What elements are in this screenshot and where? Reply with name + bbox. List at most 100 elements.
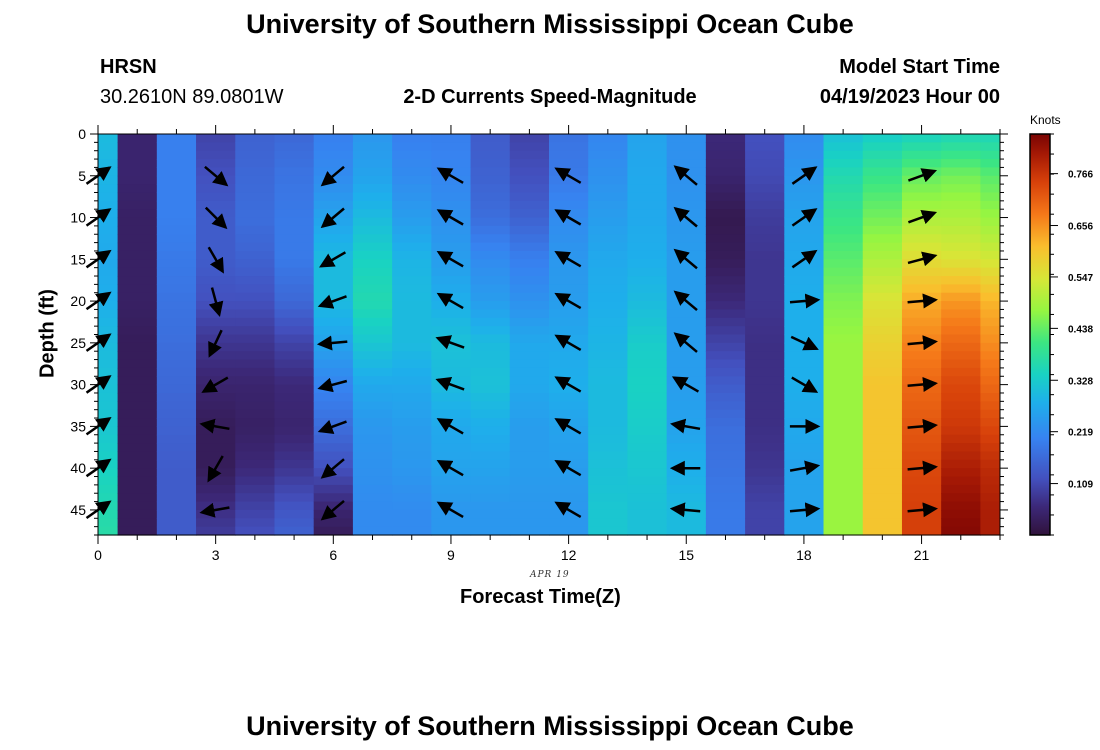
heatmap-cell <box>980 317 1001 327</box>
heatmap-cell <box>705 234 746 244</box>
heatmap-cell <box>313 518 354 528</box>
heatmap-cell <box>509 259 550 269</box>
x-axis-date-label: APR 19 <box>530 570 570 580</box>
heatmap-cell <box>196 234 236 244</box>
heatmap-cell <box>705 284 746 294</box>
heatmap-cell <box>862 359 903 369</box>
heatmap-cell <box>941 484 981 494</box>
heatmap-cell <box>627 150 668 160</box>
heatmap-cell <box>274 292 315 302</box>
heatmap-cell <box>588 225 629 235</box>
heatmap-cell <box>901 451 942 461</box>
heatmap-cell <box>980 526 1001 536</box>
heatmap-cell <box>901 434 942 444</box>
y-tick-label: 10 <box>70 210 86 226</box>
heatmap-cell <box>627 451 668 461</box>
heatmap-cell <box>156 284 197 294</box>
heatmap-cell <box>980 225 1001 235</box>
heatmap-cell <box>156 493 197 503</box>
heatmap-cell <box>549 184 589 194</box>
current-vector-arrow <box>554 501 582 518</box>
heatmap-cell <box>117 509 158 519</box>
heatmap-cell <box>509 384 550 394</box>
heatmap-cell <box>901 484 942 494</box>
heatmap-cell <box>352 175 393 185</box>
heatmap-cell <box>784 234 825 244</box>
heatmap-cell <box>862 426 903 436</box>
heatmap-cell <box>980 217 1001 227</box>
heatmap-cell <box>745 259 785 269</box>
heatmap-cell <box>196 159 236 169</box>
heatmap-cell <box>784 401 825 411</box>
heatmap-cell <box>588 234 629 244</box>
heatmap-cell <box>745 434 785 444</box>
heatmap-cell <box>549 526 589 536</box>
x-tick-label: 21 <box>914 547 930 563</box>
heatmap-cell <box>352 209 393 219</box>
heatmap-cell <box>274 192 315 202</box>
heatmap-cell <box>392 326 432 336</box>
heatmap-cell <box>509 250 550 260</box>
heatmap-cell <box>352 526 393 536</box>
heatmap-cell <box>235 309 276 319</box>
heatmap-cell <box>392 284 432 294</box>
heatmap-cell <box>470 159 511 169</box>
heatmap-cell <box>705 242 746 252</box>
heatmap-cell <box>823 317 864 327</box>
heatmap-cell <box>705 376 746 386</box>
heatmap-cell <box>509 192 550 202</box>
heatmap-cell <box>862 501 903 511</box>
heatmap-cell <box>117 159 158 169</box>
colorbar-tick-label: 0.547 <box>1068 273 1093 284</box>
heatmap-cell <box>98 367 119 377</box>
heatmap-cell <box>235 200 276 210</box>
heatmap-cell <box>117 167 158 177</box>
heatmap-cell <box>235 209 276 219</box>
heatmap-cell <box>196 409 236 419</box>
heatmap-cell <box>274 225 315 235</box>
heatmap-cell <box>627 459 668 469</box>
heatmap-cell <box>117 409 158 419</box>
heatmap-cell <box>352 184 393 194</box>
heatmap-cell <box>98 267 119 277</box>
heatmap-cell <box>901 242 942 252</box>
heatmap-cell <box>745 443 785 453</box>
heatmap-cell <box>156 292 197 302</box>
x-tick-label: 6 <box>329 547 337 563</box>
heatmap-cell <box>392 484 432 494</box>
heatmap-cell <box>588 443 629 453</box>
heatmap-cell <box>823 459 864 469</box>
heatmap-cell <box>941 326 981 336</box>
heatmap-cell <box>392 209 432 219</box>
heatmap-cell <box>313 484 354 494</box>
heatmap-cell <box>745 134 785 143</box>
y-axis-ticks: 0 5 10 15 20 25 30 35 40 45 <box>70 126 1008 536</box>
current-vector-arrow <box>673 206 698 228</box>
heatmap-cell <box>627 301 668 311</box>
heatmap-cell <box>705 493 746 503</box>
heatmap-cell <box>509 301 550 311</box>
heatmap-cell <box>980 367 1001 377</box>
heatmap-cell <box>235 267 276 277</box>
heatmap-cell <box>117 493 158 503</box>
heatmap-cell <box>196 284 236 294</box>
heatmap-cell <box>745 459 785 469</box>
heatmap-cell <box>352 426 393 436</box>
heatmap-cell <box>274 518 315 528</box>
heatmap-cell <box>745 367 785 377</box>
heatmap-cell <box>549 367 589 377</box>
heatmap-cell <box>941 142 981 152</box>
heatmap-cell <box>666 309 707 319</box>
heatmap-cell <box>274 493 315 503</box>
heatmap-cell <box>705 526 746 536</box>
heatmap-cell <box>901 392 942 402</box>
current-vector-arrow <box>436 459 464 477</box>
heatmap-cell <box>274 184 315 194</box>
heatmap-cell <box>509 134 550 143</box>
heatmap-cell <box>235 476 276 486</box>
heatmap-cell <box>235 217 276 227</box>
heatmap-cell <box>901 292 942 302</box>
heatmap-cell <box>117 192 158 202</box>
heatmap-cell <box>784 134 825 143</box>
heatmap-cell <box>784 476 825 486</box>
